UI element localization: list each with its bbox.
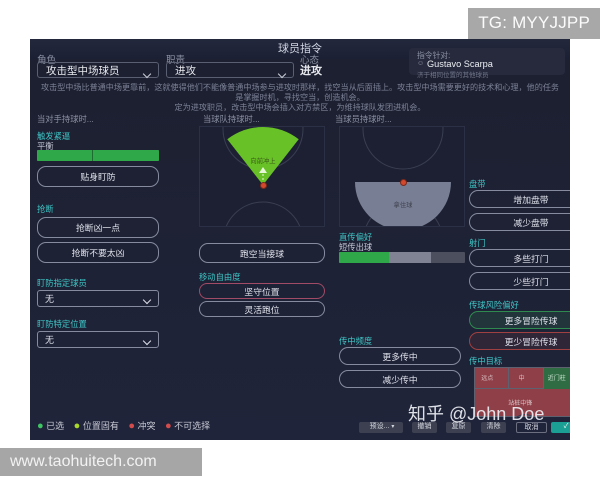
svg-text:拿住球: 拿住球 [394, 200, 414, 209]
svg-text:向前冲上: 向前冲上 [250, 156, 275, 165]
